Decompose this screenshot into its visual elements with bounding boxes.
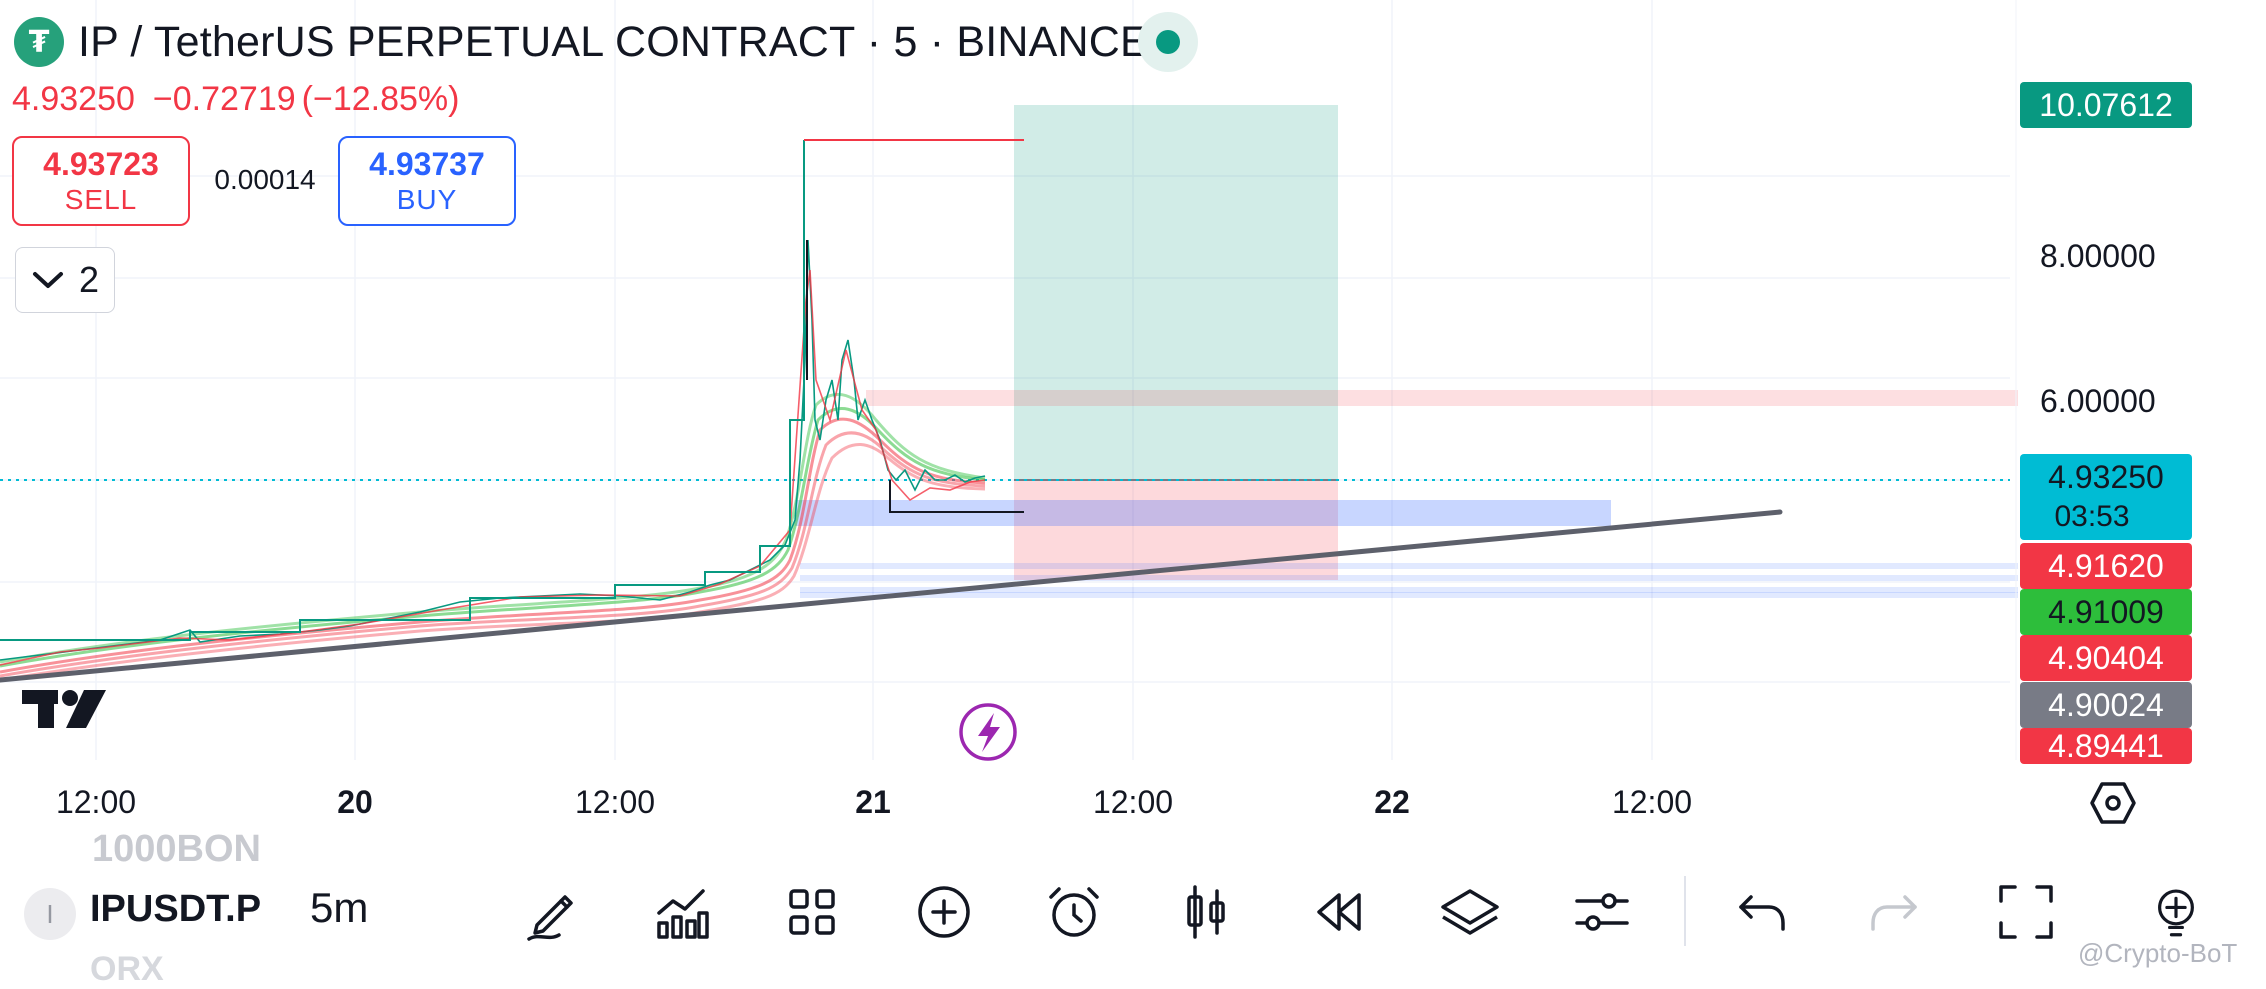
add-circle-icon	[918, 886, 970, 938]
chart-settings-sliders-button[interactable]	[1562, 872, 1642, 952]
fullscreen-button[interactable]	[1986, 872, 2066, 952]
grid-icon	[789, 889, 835, 935]
stop-zone[interactable]	[1014, 480, 1338, 580]
bottom-toolbar	[0, 848, 2266, 970]
last-price-value: 4.93250	[2048, 459, 2164, 495]
undo-icon	[1739, 895, 1785, 931]
indicators-icon	[657, 889, 709, 939]
buy-price: 4.93737	[369, 146, 485, 182]
bar-countdown: 03:53	[2054, 500, 2130, 533]
change-value: −0.72719	[152, 80, 296, 118]
symbol-header[interactable]: ₮ IP / TetherUS PERPETUAL CONTRACT · 5 ·…	[14, 14, 1149, 70]
price-tick: 8.00000	[2040, 238, 2156, 274]
pencil-icon	[527, 895, 573, 941]
sell-label: SELL	[64, 184, 138, 215]
time-label: 20	[337, 784, 373, 820]
zoom-icon	[2158, 889, 2194, 937]
last-price-label[interactable]: 4.93250 03:53	[2020, 454, 2192, 540]
symbol-title: IP / TetherUS PERPETUAL CONTRACT · 5 · B…	[78, 17, 1149, 66]
level-label[interactable]: 4.90024	[2020, 682, 2192, 728]
tether-icon: ₮	[14, 17, 64, 67]
chart-settings-button[interactable]	[2090, 780, 2136, 831]
time-label: 12:00	[1611, 784, 1693, 820]
zoom-button[interactable]	[2146, 872, 2206, 952]
price-tick: 6.00000	[2040, 383, 2156, 419]
replay-icon	[1317, 893, 1361, 931]
market-status-button[interactable]	[1138, 12, 1198, 72]
toolbar-divider	[1684, 876, 1686, 946]
chevron-down-icon	[32, 272, 63, 288]
fullscreen-icon	[1999, 885, 2053, 939]
market-open-dot-icon	[1156, 30, 1180, 54]
time-label: 12:00	[574, 784, 656, 820]
alert-button[interactable]	[1034, 872, 1114, 952]
buy-label: BUY	[396, 184, 458, 215]
interval-selector[interactable]: 5m	[310, 884, 369, 931]
prev-symbol-ghost: 1000BON	[92, 828, 261, 870]
sell-price: 4.93723	[43, 146, 159, 182]
price-change: 4.93250 −0.72719 (−12.85%)	[12, 80, 478, 119]
level-label[interactable]: 4.91620	[2020, 543, 2192, 589]
layers-icon	[1441, 889, 1499, 935]
resistance-zone[interactable]	[866, 390, 2018, 406]
target-price-label[interactable]: 10.07612	[2020, 82, 2192, 128]
time-label: 22	[1374, 784, 1410, 820]
symbol-avatar[interactable]: I	[24, 888, 76, 940]
settings-sliders-icon	[1575, 893, 1629, 931]
time-label: 21	[855, 784, 891, 820]
profit-zone[interactable]	[1014, 105, 1338, 480]
trendline[interactable]	[0, 509, 1783, 683]
lightning-icon[interactable]	[959, 703, 1017, 761]
drawing-tools-button[interactable]	[512, 872, 592, 952]
tradingview-logo	[22, 690, 106, 728]
layout-button[interactable]	[772, 872, 852, 952]
indicators-button[interactable]	[642, 872, 722, 952]
spread-value: 0.00014	[214, 164, 316, 195]
level-label[interactable]: 4.91009	[2020, 589, 2192, 635]
time-label: 12:00	[1092, 784, 1174, 820]
time-label: 12:00	[55, 784, 137, 820]
alarm-icon	[1049, 887, 1099, 937]
change-percent: (−12.85%)	[301, 80, 460, 118]
last-price: 4.93250	[12, 80, 135, 118]
buy-button[interactable]: 4.93737 BUY	[338, 136, 516, 226]
settings-hex-icon	[2090, 782, 2136, 824]
support-lines	[800, 563, 2018, 598]
symbol-selector[interactable]: IPUSDT.P	[90, 888, 262, 930]
step-lines	[0, 139, 1024, 641]
indicator-count: 2	[78, 259, 100, 300]
redo-icon	[1871, 895, 1917, 931]
watermark: @Crypto-BoT	[2078, 938, 2238, 968]
ema-ribbon	[0, 392, 986, 682]
add-button[interactable]	[904, 872, 984, 952]
candles-icon	[1187, 885, 1225, 939]
level-label[interactable]: 4.89441	[2020, 728, 2192, 764]
chart-type-button[interactable]	[1166, 872, 1246, 952]
sell-button[interactable]: 4.93723 SELL	[12, 136, 190, 226]
indicators-toggle-button[interactable]: 2	[15, 247, 115, 313]
redo-button[interactable]	[1854, 872, 1934, 952]
grid	[0, 0, 2010, 760]
chart-canvas[interactable]	[0, 0, 2266, 840]
object-tree-button[interactable]	[1430, 872, 1510, 952]
undo-button[interactable]	[1722, 872, 1802, 952]
replay-button[interactable]	[1298, 872, 1378, 952]
level-label[interactable]: 4.90404	[2020, 635, 2192, 681]
